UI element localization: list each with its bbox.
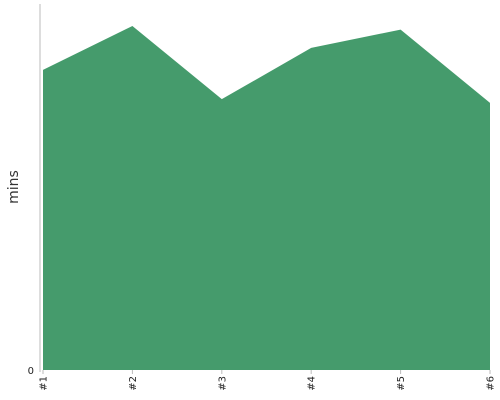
series-area	[43, 25, 490, 371]
x-tick-label-3: #3	[217, 376, 228, 391]
plot-area	[43, 25, 490, 371]
x-tick-label-1: #1	[39, 376, 50, 391]
x-tick-label-5: #5	[396, 376, 407, 391]
x-tick-label-2: #2	[128, 376, 139, 391]
x-tick-label-6: #6	[486, 376, 497, 391]
x-tick-label-4: #4	[307, 376, 318, 391]
y-axis-label: mins	[6, 170, 22, 204]
y-tick-label-0: 0	[28, 366, 34, 377]
x-tick-labels: #1 #2 #3 #4 #5 #6	[39, 370, 497, 391]
